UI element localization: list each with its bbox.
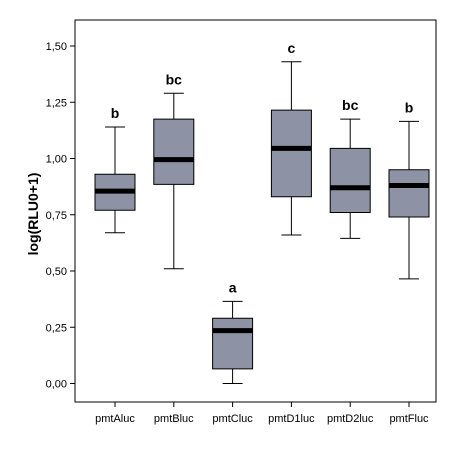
x-tick-label: pmtBluc xyxy=(154,413,194,425)
y-tick-label: 0,00 xyxy=(46,379,67,391)
significance-label: c xyxy=(288,40,296,56)
significance-label: bc xyxy=(342,97,359,113)
x-tick-label: pmtFluc xyxy=(389,413,429,425)
y-axis: 0,00 0,25 0,50 0,75 1,00 1,25 1,50 xyxy=(46,41,75,391)
box xyxy=(153,118,195,185)
x-tick-label: pmtAluc xyxy=(95,413,135,425)
significance-label: b xyxy=(405,99,414,115)
box xyxy=(212,317,254,370)
x-axis: pmtAluc pmtBluc pmtCluc pmtD1luc pmtD2luc pmt… xyxy=(95,402,429,425)
x-tick-label: pmtD1luc xyxy=(268,413,315,425)
y-tick-label: 0,25 xyxy=(46,322,67,334)
boxes-group: b bc a c bc b xyxy=(94,40,430,384)
x-tick-label: pmtCluc xyxy=(212,413,253,425)
y-axis-label: log(RLU0+1) xyxy=(25,173,41,256)
plot-area-frame xyxy=(74,19,437,403)
significance-label: bc xyxy=(166,71,183,87)
y-tick-label: 1,00 xyxy=(46,154,67,166)
y-tick-label: 0,75 xyxy=(46,210,67,222)
box xyxy=(270,109,312,198)
y-tick-label: 1,25 xyxy=(46,97,67,109)
significance-label: b xyxy=(111,105,120,121)
y-tick-label: 0,50 xyxy=(46,266,67,278)
box xyxy=(329,147,371,213)
box xyxy=(388,169,430,218)
y-tick-label: 1,50 xyxy=(46,41,67,53)
significance-label: a xyxy=(229,279,237,295)
x-tick-label: pmtD2luc xyxy=(327,413,374,425)
